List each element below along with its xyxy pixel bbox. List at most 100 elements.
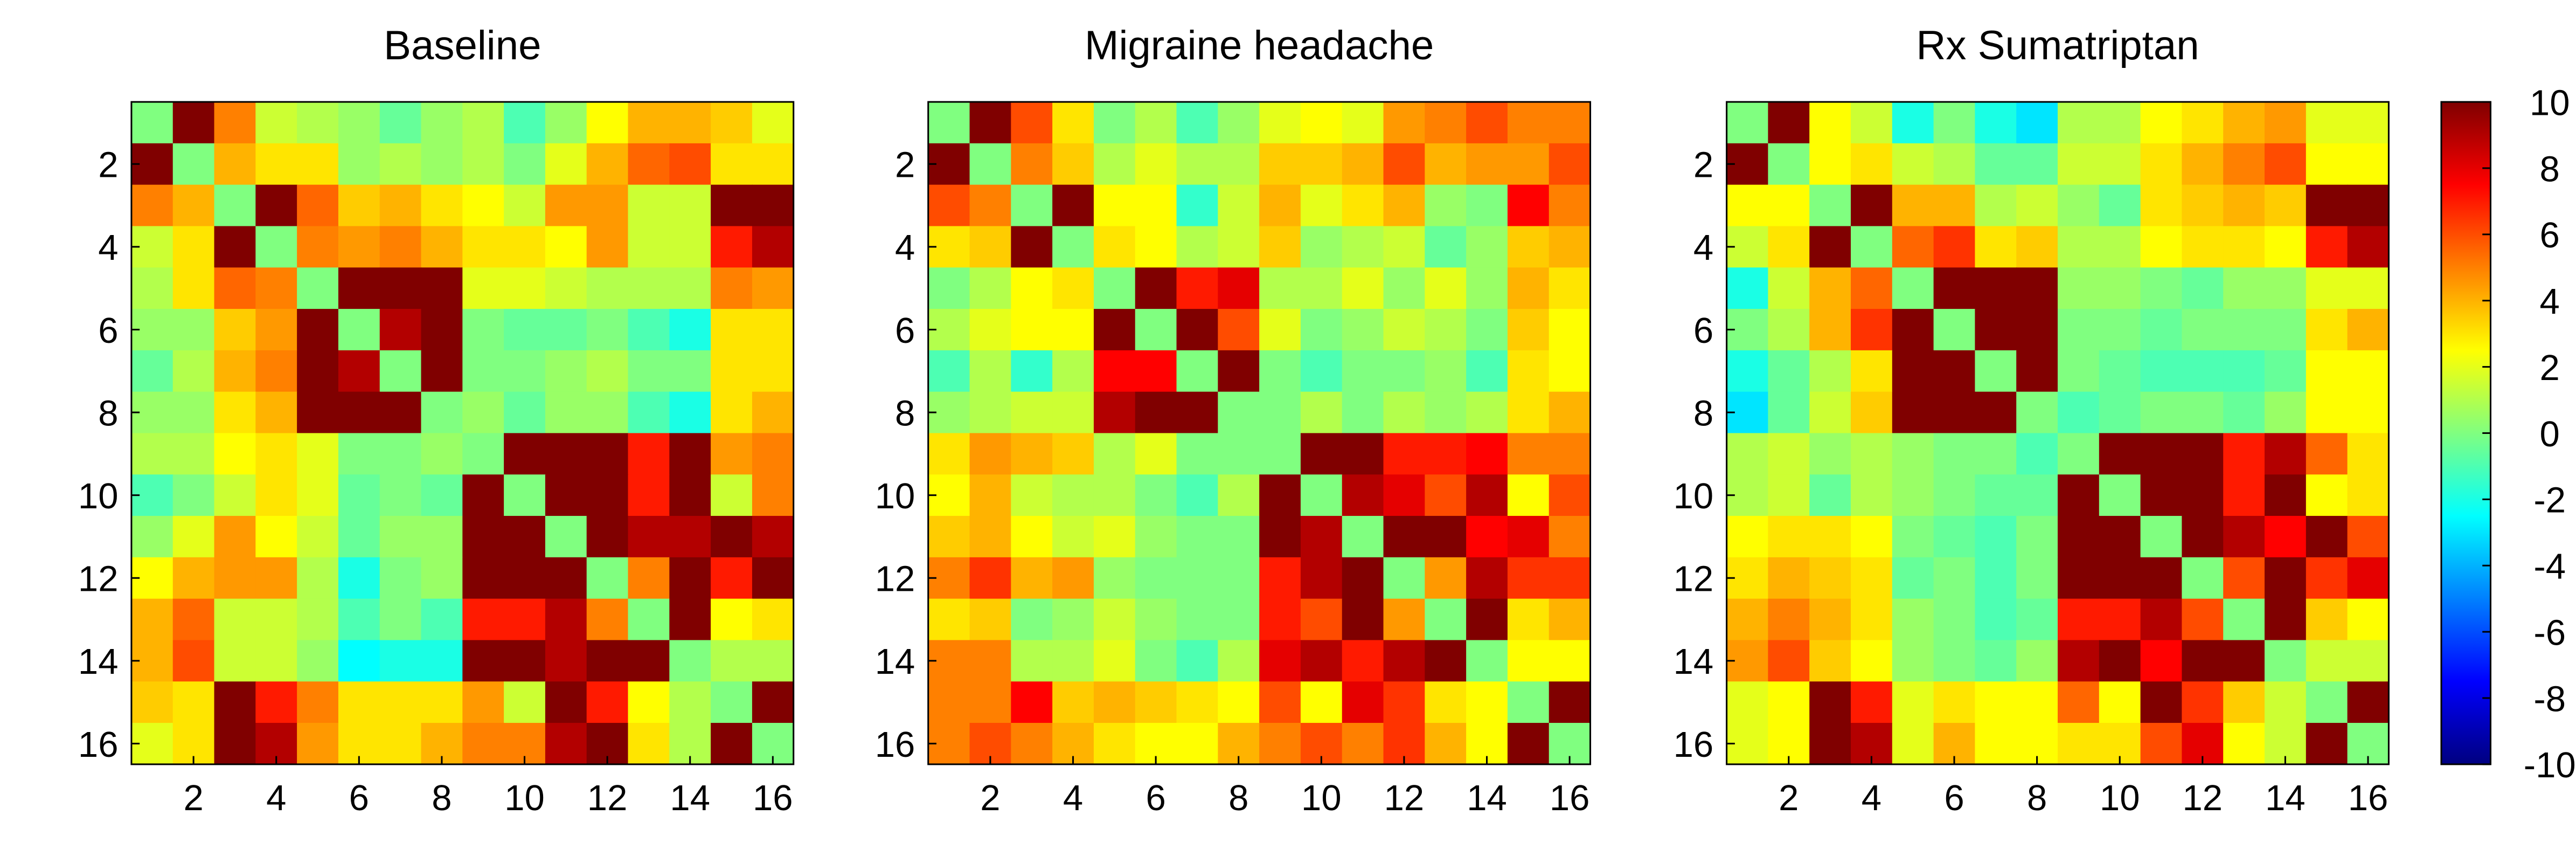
- cell: [2265, 516, 2307, 558]
- chart-title: Migraine headache: [1085, 23, 1434, 68]
- cell: [752, 267, 794, 309]
- cell: [545, 350, 587, 392]
- cell: [669, 516, 712, 558]
- cell: [462, 309, 505, 351]
- cell: [504, 433, 546, 475]
- cell: [2182, 474, 2224, 516]
- cell: [586, 433, 629, 475]
- cell: [1383, 143, 1426, 185]
- cell: [297, 557, 339, 599]
- cell: [1135, 102, 1177, 144]
- cell: [1975, 102, 2017, 144]
- cell: [1176, 391, 1219, 434]
- cell: [1425, 226, 1467, 268]
- cell: [2099, 143, 2141, 185]
- cell: [255, 267, 298, 309]
- cell: [214, 226, 256, 268]
- cell: [1425, 598, 1467, 641]
- cell: [1011, 598, 1053, 641]
- cell: [1933, 640, 1976, 682]
- cell: [2306, 516, 2348, 558]
- cell: [1011, 350, 1053, 392]
- cell: [1549, 143, 1591, 185]
- cell: [1933, 433, 1976, 475]
- y-tick-label: 10: [1674, 476, 1714, 516]
- cell: [379, 143, 422, 185]
- cell: [172, 267, 215, 309]
- cell: [1851, 226, 1893, 268]
- cell: [752, 309, 794, 351]
- cell: [2099, 598, 2141, 641]
- chart-title: Baseline: [384, 23, 541, 68]
- cell: [1892, 309, 1934, 351]
- cell: [2016, 309, 2058, 351]
- cell: [421, 391, 463, 434]
- cell: [2347, 350, 2390, 392]
- cell: [1383, 433, 1426, 475]
- cell: [1342, 226, 1384, 268]
- cell: [379, 557, 422, 599]
- cell: [1052, 681, 1094, 723]
- cell: [1300, 184, 1343, 227]
- cell: [545, 143, 587, 185]
- cell: [1259, 723, 1301, 765]
- colorbar-tick-label: 4: [2540, 281, 2560, 322]
- cell: [1549, 557, 1591, 599]
- cell: [1052, 267, 1094, 309]
- cell: [1300, 640, 1343, 682]
- cell: [1466, 226, 1508, 268]
- cell: [1549, 681, 1591, 723]
- cell: [131, 267, 173, 309]
- cell: [2265, 184, 2307, 227]
- cell: [1726, 598, 1769, 641]
- cell: [1342, 143, 1384, 185]
- cell: [628, 640, 670, 682]
- x-tick-label: 16: [2348, 778, 2388, 818]
- cell: [1300, 226, 1343, 268]
- cell: [628, 474, 670, 516]
- y-tick-label: 14: [1674, 641, 1714, 682]
- cell: [1383, 557, 1426, 599]
- cell: [1466, 102, 1508, 144]
- cell: [297, 184, 339, 227]
- cell: [1507, 226, 1550, 268]
- cell: [297, 391, 339, 434]
- cell: [2140, 267, 2183, 309]
- cell: [462, 640, 505, 682]
- cell: [172, 102, 215, 144]
- cell: [1176, 350, 1219, 392]
- cell: [2347, 640, 2390, 682]
- cell: [2182, 226, 2224, 268]
- cell: [1851, 598, 1893, 641]
- cell: [1011, 557, 1053, 599]
- cell: [1507, 309, 1550, 351]
- cell: [628, 557, 670, 599]
- cell: [711, 350, 753, 392]
- cell: [1726, 681, 1769, 723]
- cell: [2265, 474, 2307, 516]
- cell: [1093, 267, 1136, 309]
- cell: [1466, 267, 1508, 309]
- cell: [1176, 598, 1219, 641]
- cell: [1093, 598, 1136, 641]
- cell: [1300, 433, 1343, 475]
- y-tick-label: 14: [78, 641, 119, 682]
- cell: [421, 640, 463, 682]
- cell: [1052, 143, 1094, 185]
- cell: [1549, 598, 1591, 641]
- cell: [2223, 681, 2265, 723]
- cell: [752, 391, 794, 434]
- cell: [669, 102, 712, 144]
- cell: [752, 102, 794, 144]
- cell: [1011, 681, 1053, 723]
- cell: [752, 226, 794, 268]
- cell: [1466, 391, 1508, 434]
- cell: [1342, 391, 1384, 434]
- cell: [1093, 143, 1136, 185]
- cell: [379, 350, 422, 392]
- cell: [172, 350, 215, 392]
- cell: [1892, 102, 1934, 144]
- cell: [1809, 557, 1851, 599]
- cell: [1176, 640, 1219, 682]
- cell: [2140, 681, 2183, 723]
